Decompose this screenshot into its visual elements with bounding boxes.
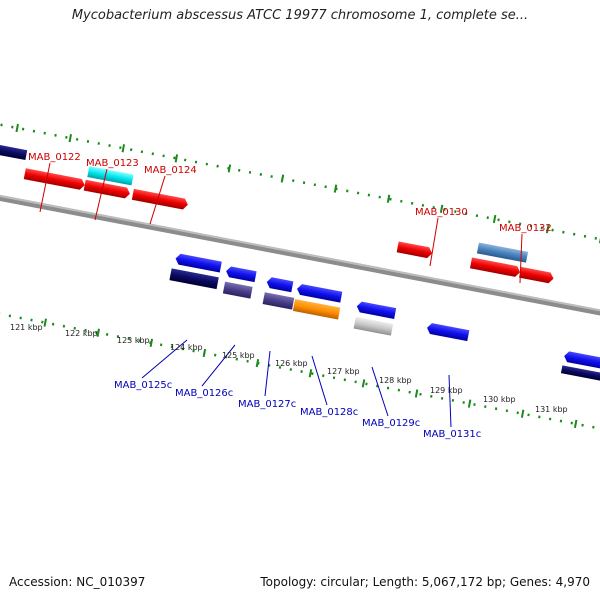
gene-arrow-mab-0132-alt[interactable] (476, 242, 529, 263)
gene-arrow-mab-0123-alt[interactable] (87, 166, 134, 186)
gene-arrow-mab-0129c-b[interactable] (353, 316, 394, 336)
scale-tick-label: 127 kbp (327, 367, 360, 376)
outer-tick-mark (227, 164, 232, 173)
inner-tick-mark (467, 399, 472, 408)
gene-arrow-mab-0126c-b[interactable] (222, 281, 253, 299)
scale-tick-label: 126 kbp (275, 359, 308, 368)
gene-arrow-mab-0122[interactable] (23, 168, 86, 190)
inner-tick-mark (96, 328, 101, 337)
forward-gene-label[interactable]: MAB_0124 (144, 165, 197, 176)
outer-tick-mark (68, 133, 73, 143)
reverse-gene-label[interactable]: MAB_0128c (300, 407, 358, 418)
forward-gene-label[interactable]: MAB_0132 (499, 223, 552, 234)
inner-tick-mark (255, 359, 260, 368)
gene-arrow-mab-0125c-a[interactable] (175, 253, 222, 273)
reverse-gene-label[interactable]: MAB_0131c (423, 429, 481, 440)
scale-tick-label: 124 kbp (170, 343, 203, 352)
gene-arrow-mab-0132b[interactable] (519, 266, 554, 284)
reverse-gene-label[interactable]: MAB_0129c (362, 418, 420, 429)
gene-arrow-mab-0132a[interactable] (469, 257, 521, 277)
gene-arrow-mab-0125c-b[interactable] (169, 268, 219, 290)
forward-genes (0, 141, 554, 284)
outer-major-ticks (15, 123, 600, 244)
outer-tick-mark (545, 225, 550, 234)
gene-arrow-mab-0131c[interactable] (426, 322, 470, 342)
outer-tick-mark (174, 154, 179, 163)
scale-tick-label: 130 kbp (483, 395, 516, 404)
inner-tick-mark (202, 348, 207, 358)
inner-tick-mark (149, 338, 154, 348)
inner-tick-mark (414, 389, 419, 398)
reverse-leader-line (201, 344, 236, 387)
scale-tick-label: 122 kbp (65, 329, 98, 338)
reverse-leader-line (311, 355, 328, 406)
inner-tick-mark (308, 369, 313, 378)
gene-arrow-partial[interactable] (0, 141, 28, 161)
inner-scale-line (0, 300, 600, 445)
forward-gene-label[interactable]: MAB_0130 (415, 207, 468, 218)
reverse-leader-line (264, 350, 271, 397)
outer-tick-mark (386, 194, 391, 203)
scale-tick-label: 123 kbp (117, 336, 150, 345)
reverse-genes (169, 253, 600, 387)
scale-tick-label: 129 kbp (430, 386, 463, 395)
inner-tick-mark (361, 379, 366, 388)
outer-tick-mark (492, 214, 497, 224)
forward-leader-line (39, 162, 51, 213)
inner-tick-mark (520, 409, 525, 418)
gene-arrow-mab-0127c-a[interactable] (266, 277, 294, 293)
reverse-gene-label[interactable]: MAB_0126c (175, 388, 233, 399)
inner-tick-mark (43, 318, 47, 327)
forward-leader-line (429, 217, 439, 267)
reverse-leader-line (448, 374, 452, 428)
gene-arrow-mab-0129c-a[interactable] (356, 301, 397, 319)
reverse-gene-label[interactable]: MAB_0127c (238, 399, 296, 410)
map-title: Mycobacterium abscessus ATCC 19977 chrom… (71, 8, 529, 23)
accession-text: Accession: NC_010397 (9, 575, 146, 589)
gene-labels: MAB_0122 MAB_0123 MAB_0124 MAB_0130 MAB_0132… (28, 152, 552, 440)
reverse-gene-label[interactable]: MAB_0125c (114, 380, 172, 391)
gene-arrow-mab-0124[interactable] (131, 188, 189, 210)
forward-gene-label[interactable]: MAB_0123 (86, 158, 139, 169)
inner-major-ticks (43, 318, 578, 428)
forward-leader-line (519, 233, 523, 284)
outer-tick-mark (439, 204, 444, 214)
gene-arrow-partial-right-b[interactable] (560, 365, 600, 387)
scale-tick-label: 121 kbp (10, 323, 43, 332)
gene-arrow-mab-0128c-b[interactable] (292, 299, 341, 320)
outer-tick-mark (121, 144, 126, 153)
forward-leader-line (149, 175, 166, 225)
outer-tick-mark (15, 123, 19, 133)
inner-tick-mark (573, 419, 578, 428)
gene-arrow-mab-0123[interactable] (83, 179, 131, 199)
scale-tick-label: 131 kbp (535, 405, 568, 414)
gene-arrow-mab-0128c-a[interactable] (296, 283, 343, 303)
chromosome-backbone (0, 186, 600, 335)
outer-tick-mark (280, 174, 285, 183)
reverse-leader-line (371, 366, 389, 417)
map-rotation (0, 117, 600, 445)
gene-arrow-mab-0127c-b[interactable] (262, 292, 295, 310)
scale-labels: 121 kbp 122 kbp 123 kbp 124 kbp 125 kbp 126 k… (10, 323, 568, 414)
scale-tick-label: 125 kbp (222, 351, 255, 360)
forward-gene-label[interactable]: MAB_0122 (28, 152, 81, 163)
gene-arrow-mab-0126c-a[interactable] (225, 266, 257, 283)
outer-tick-mark (333, 184, 338, 193)
gene-arrow-mab-0130[interactable] (396, 241, 433, 259)
reverse-leader-line (141, 339, 188, 379)
gene-arrow-partial-right-a[interactable] (563, 351, 600, 375)
scale-tick-label: 128 kbp (379, 376, 412, 385)
topology-summary: Topology: circular; Length: 5,067,172 bp… (260, 575, 590, 589)
forward-leader-line (94, 168, 108, 221)
